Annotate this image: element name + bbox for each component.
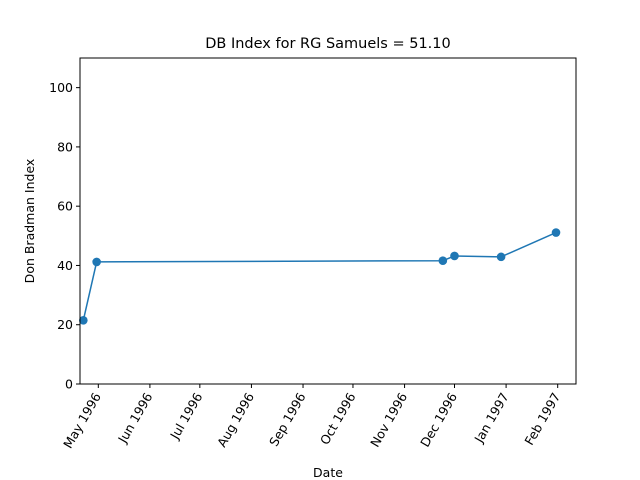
y-axis-label: Don Bradman Index [22, 159, 37, 284]
data-point [551, 228, 561, 237]
data-point [450, 251, 459, 261]
y-tick-label: 60 [57, 199, 73, 214]
y-tick-label: 20 [57, 317, 73, 332]
data-point [438, 256, 448, 266]
series-layer [79, 228, 561, 325]
data-point [92, 257, 101, 267]
x-axis-label: Date [313, 465, 343, 480]
chart-title: DB Index for RG Samuels = 51.10 [205, 36, 451, 52]
plot-frame [79, 57, 577, 385]
y-tick-label: 80 [57, 139, 73, 154]
data-point [496, 252, 506, 262]
y-tick-label: 40 [57, 258, 73, 273]
data-point [79, 315, 88, 325]
y-tick-label: 0 [65, 377, 73, 392]
series-line [82, 231, 557, 321]
y-tick-label: 100 [49, 80, 73, 95]
